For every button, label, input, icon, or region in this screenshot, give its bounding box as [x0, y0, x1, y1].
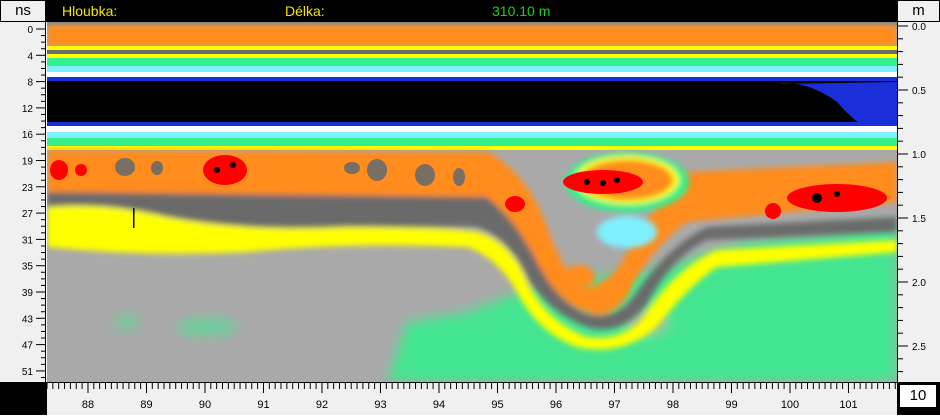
- depth-axis-m: 0.0 0.5 1.0 1.5 2.0 2.5: [897, 22, 940, 382]
- depth-axis-label: 0.0: [912, 22, 926, 33]
- distance-axis-label: 92: [316, 399, 328, 411]
- time-axis-label: 23: [22, 183, 34, 194]
- distance-axis-label: 97: [608, 399, 620, 411]
- depth-axis-label: 1.5: [912, 214, 926, 225]
- radargram-canvas[interactable]: [47, 22, 897, 382]
- distance-axis: 88 89 90 91 92 93 94 95 96 97 98 99 100 101: [46, 383, 897, 415]
- distance-axis-label: 91: [257, 399, 269, 411]
- distance-axis-label: 101: [839, 399, 857, 411]
- distance-axis-label: 100: [781, 399, 799, 411]
- depth-label: Hloubka:: [62, 3, 118, 19]
- time-axis-label: 16: [22, 130, 34, 141]
- time-axis-label: 47: [22, 341, 34, 352]
- distance-axis-label: 88: [82, 399, 94, 411]
- distance-axis-svg: 88 89 90 91 92 93 94 95 96 97 98 99 100 101: [46, 383, 896, 411]
- time-axis-label: 43: [22, 314, 34, 325]
- distance-axis-label: 94: [433, 399, 445, 411]
- radargram-image: [47, 22, 897, 382]
- distance-axis-label: 98: [667, 399, 679, 411]
- distance-axis-label: 93: [374, 399, 386, 411]
- length-value: 310.10 m: [492, 3, 551, 19]
- distance-axis-label: 95: [491, 399, 503, 411]
- time-axis-label: 39: [22, 288, 34, 299]
- time-axis-label: 27: [22, 209, 34, 220]
- depth-axis-label: 0.5: [912, 86, 926, 97]
- distance-axis-label: 96: [550, 399, 562, 411]
- time-axis-label: 31: [22, 235, 34, 246]
- depth-axis-label: 2.0: [912, 278, 926, 289]
- time-axis-label: 4: [27, 51, 33, 62]
- distance-axis-label: 90: [199, 399, 211, 411]
- distance-axis-label: 89: [140, 399, 152, 411]
- time-axis-label: 51: [22, 367, 34, 378]
- distance-axis-label: 99: [725, 399, 737, 411]
- time-axis-label: 35: [22, 262, 34, 273]
- left-unit-label: ns: [0, 0, 46, 22]
- depth-axis-label: 2.5: [912, 342, 926, 353]
- scale-box[interactable]: 10: [899, 384, 937, 408]
- top-status-bar: [0, 0, 940, 22]
- time-axis-label: 12: [22, 104, 34, 115]
- right-unit-label: m: [897, 0, 940, 22]
- length-label: Délka:: [285, 3, 325, 19]
- time-axis-label: 0: [27, 25, 33, 36]
- depth-axis-svg: 0.0 0.5 1.0 1.5 2.0 2.5: [898, 22, 926, 373]
- time-axis-label: 19: [22, 157, 34, 168]
- time-axis-ns: 0 4 8 12 16 19 23 27 31 35 39 43 47 51: [0, 22, 46, 382]
- time-axis-svg: 0 4 8 12 16 19 23 27 31 35 39 43 47 51: [22, 25, 46, 378]
- depth-axis-label: 1.0: [912, 150, 926, 161]
- time-axis-label: 8: [27, 78, 33, 89]
